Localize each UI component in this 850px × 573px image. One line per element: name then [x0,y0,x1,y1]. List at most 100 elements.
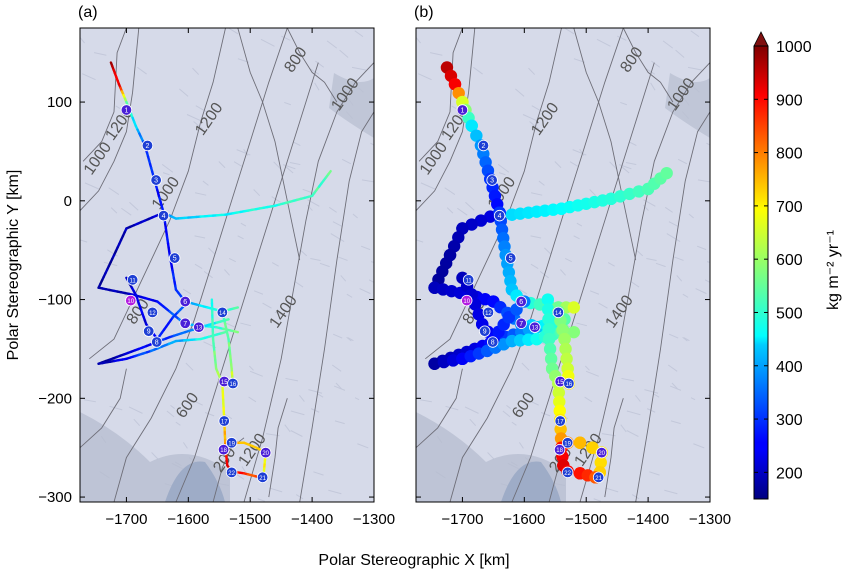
waypoint-marker [216,306,229,319]
terrain-texture [502,410,511,418]
waypoint-marker [504,252,517,264]
waypoint-label: 7 [183,321,187,328]
terrain-texture [235,473,245,480]
terrain-texture [110,207,118,214]
terrain-texture [313,471,324,476]
terrain-texture [194,263,203,270]
terrain-texture [330,233,345,243]
x-tick-label: −1500 [565,511,607,528]
terrain-texture [240,322,251,327]
terrain-texture [610,311,624,317]
terrain-texture [696,245,707,251]
data-point [586,441,599,454]
terrain-texture [293,141,301,146]
track-segment [220,330,227,335]
terrain-texture [645,68,656,75]
terrain-texture [271,196,281,203]
terrain-texture [444,187,456,195]
terrain-texture [446,207,454,214]
waypoint-label: 13 [195,326,202,332]
terrain-texture [544,247,552,255]
coastal-terrain [665,73,710,138]
terrain-texture [228,28,239,35]
terrain-texture [620,424,627,433]
terrain-texture [308,389,323,394]
data-point [542,332,556,346]
waypoint-marker [179,295,191,308]
terrain-texture [236,149,251,156]
terrain-texture [417,73,432,81]
waypoint-marker [256,471,269,484]
data-point [614,190,627,203]
terrain-texture [115,105,121,109]
terrain-texture [240,222,247,227]
contour-line [511,62,655,502]
terrain-texture [465,201,475,211]
terrain-texture [676,275,683,282]
contour-line [80,368,127,449]
terrain-texture [338,256,348,261]
waypoint-marker [141,139,154,152]
terrain-texture [631,494,640,500]
waypoint-label: 10 [127,299,134,305]
terrain-texture [333,385,346,391]
data-point [543,342,557,356]
colorbar-tick-label: 700 [776,199,803,216]
waypoint-marker [529,321,541,333]
colorbar-tick-label: 1000 [776,39,812,56]
waypoint-marker [217,443,230,456]
terrain-texture [228,258,236,263]
waypoint-marker [462,274,475,286]
waypoint-label: 6 [519,299,523,306]
terrain-texture [693,443,705,449]
terrain-texture [281,35,291,41]
terrain-texture [690,397,696,401]
terrain-texture [248,396,257,403]
terrain-texture [339,49,349,58]
data-point [594,456,607,469]
terrain-texture [643,199,656,207]
terrain-texture [451,105,457,109]
terrain-texture [697,179,710,183]
terrain-texture [621,377,635,382]
terrain-texture [162,172,170,176]
terrain-texture [188,398,203,406]
waypoint-marker [592,471,605,484]
terrain-texture [576,222,583,227]
waypoint-label: 5 [509,256,513,263]
waypoint-marker [561,466,574,479]
waypoint-label: 1 [460,107,464,114]
terrain-texture [314,82,320,91]
waypoint-marker [179,317,191,329]
terrain-texture [530,235,542,239]
terrain-texture [354,397,360,401]
terrain-texture [506,405,511,409]
contour-line [635,111,710,502]
terrain-texture [328,489,342,495]
waypoint-label: 9 [147,329,151,336]
terrain-texture [636,250,644,257]
contour-line [299,111,374,502]
terrain-texture [530,192,543,196]
terrain-texture [704,279,710,283]
waypoint-label: 4 [162,213,166,220]
waypoint-marker [563,377,575,390]
data-point [542,322,555,336]
terrain-texture [630,281,640,288]
terrain-texture [194,192,207,196]
terrain-texture [237,235,244,240]
data-point [553,404,566,418]
terrain-texture [420,399,432,403]
terrain-texture [332,333,343,339]
waypoint-label: 6 [183,299,187,306]
contour-line [80,28,140,212]
terrain-texture [243,148,249,156]
terrain-texture [609,161,618,170]
terrain-texture [248,365,254,371]
x-tick-label: −1700 [105,511,147,528]
terrain-texture [315,60,325,68]
waypoint-marker [561,437,574,449]
waypoint-label: 12 [485,311,492,317]
waypoint-label: 18 [220,448,227,454]
